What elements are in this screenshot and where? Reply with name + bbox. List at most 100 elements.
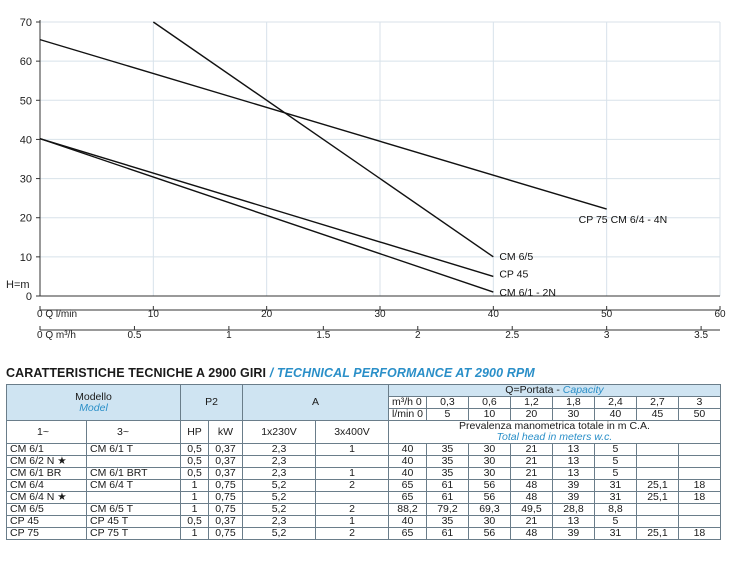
series-label: CM 6/5: [499, 251, 533, 263]
head-value: 61: [425, 479, 469, 492]
model-3phase: CP 45 T: [86, 515, 181, 528]
header-p2: P2: [180, 384, 243, 421]
head-value: 30: [467, 467, 511, 480]
head-value: 13: [551, 455, 595, 468]
model-label-en: Model: [79, 401, 108, 414]
model-3phase: [86, 491, 181, 504]
head-value: 5: [593, 443, 637, 456]
head-value: 31: [593, 479, 637, 492]
head-value: 48: [509, 491, 553, 504]
amp-3phase: 2: [315, 479, 389, 492]
x-tick-label-m3h: 0.5: [127, 330, 141, 341]
model-1phase: CP 75: [6, 527, 87, 540]
head-value: 5: [593, 515, 637, 528]
x-tick-label-m3h: 2: [415, 330, 421, 341]
x-tick-label-lmin: 40: [488, 309, 500, 320]
head-value: 40: [388, 443, 427, 456]
header-head-en: Total head in meters w.c.: [388, 432, 721, 444]
head-value: 35: [425, 443, 469, 456]
head-value: [677, 443, 721, 456]
m3h-unit-label: m³/h: [392, 396, 413, 408]
head-value: 39: [551, 527, 595, 540]
header-phase-3: 3~: [86, 420, 181, 444]
title-english: TECHNICAL PERFORMANCE AT 2900 RPM: [276, 366, 535, 380]
y-axis-label: H=m: [6, 279, 30, 291]
kw-value: 0,75: [208, 491, 243, 504]
x-axis-m3h-label: 0 Q m³/h: [37, 330, 76, 341]
head-value: [635, 503, 679, 516]
head-value: 13: [551, 467, 595, 480]
head-value: 18: [677, 491, 721, 504]
model-3phase: CM 6/5 T: [86, 503, 181, 516]
header-ampere: A: [242, 384, 389, 421]
head-value: 25,1: [635, 479, 679, 492]
head-value: 56: [467, 479, 511, 492]
header-v3: 3x400V: [315, 420, 389, 444]
amp-1phase: 5,2: [242, 527, 316, 540]
hp-value: 1: [180, 527, 209, 540]
hp-value: 0,5: [180, 467, 209, 480]
lmin-unit-label: l/min: [392, 408, 415, 420]
head-value: 30: [467, 443, 511, 456]
model-1phase: CM 6/4: [6, 479, 87, 492]
header-capacity: Q=Portata - Capacity: [388, 384, 721, 397]
head-value: 25,1: [635, 527, 679, 540]
x-axis-lmin-label: 0 Q l/min: [37, 309, 77, 320]
head-value: 21: [509, 455, 553, 468]
head-value: 21: [509, 515, 553, 528]
kw-value: 0,37: [208, 455, 243, 468]
head-value: 65: [388, 491, 427, 504]
series-line: [39, 137, 494, 278]
amp-3phase: [315, 491, 389, 504]
head-value: 28,8: [551, 503, 595, 516]
hp-value: 0,5: [180, 455, 209, 468]
hp-value: 1: [180, 503, 209, 516]
chart-axes: [36, 20, 721, 331]
title-separator: /: [266, 366, 277, 380]
model-3phase: [86, 455, 181, 468]
series-label: CP 45: [499, 268, 528, 280]
table-row: CM 6/2 N ★ 0,5 0,37 2,3 40 35 30 21 13 5: [6, 455, 721, 468]
lmin-value: 50: [677, 408, 721, 421]
chart-series: [39, 21, 607, 293]
head-value: 61: [425, 491, 469, 504]
hp-value: 0,5: [180, 515, 209, 528]
head-value: [635, 515, 679, 528]
amp-1phase: 5,2: [242, 503, 316, 516]
model-1phase: CM 6/1: [6, 443, 87, 456]
model-1phase: CM 6/1 BR: [6, 467, 87, 480]
lmin-value: 40: [593, 408, 637, 421]
kw-value: 0,37: [208, 443, 243, 456]
x-tick-label-lmin: 60: [714, 309, 726, 320]
head-value: 31: [593, 527, 637, 540]
model-1phase: CM 6/2 N ★: [6, 455, 87, 468]
model-3phase: CM 6/4 T: [86, 479, 181, 492]
amp-3phase: 1: [315, 443, 389, 456]
m3h-value: 3: [677, 396, 721, 409]
y-tick-label: 50: [20, 95, 32, 107]
kw-value: 0,37: [208, 515, 243, 528]
head-value: 39: [551, 479, 595, 492]
x-tick-label-m3h: 1.5: [316, 330, 330, 341]
head-value: 40: [388, 467, 427, 480]
head-value: [635, 467, 679, 480]
amp-1phase: 5,2: [242, 491, 316, 504]
table-row: CP 45 CP 45 T 0,5 0,37 2,3 1 40 35 30 21 13 5: [6, 515, 721, 528]
head-value: [677, 467, 721, 480]
m3h-value: 1,2: [509, 396, 553, 409]
capacity-label-it: Q=Portata -: [505, 384, 563, 396]
lmin-value: 30: [551, 408, 595, 421]
head-value: 48: [509, 527, 553, 540]
head-value: 8,8: [593, 503, 637, 516]
header-head-it: Prevalenza manometrica totale in m C.A.: [388, 420, 721, 432]
kw-value: 0,75: [208, 527, 243, 540]
head-value: 79,2: [425, 503, 469, 516]
header-model: Modello Model: [6, 384, 181, 421]
head-value: [635, 443, 679, 456]
table-row: CM 6/5 CM 6/5 T 1 0,75 5,2 2 88,2 79,2 69,3 49,5 2…: [6, 503, 721, 516]
model-1phase: CM 6/4 N ★: [6, 491, 87, 504]
performance-table: Modello Model P2 A Q=Portata - Capacity m…: [6, 384, 721, 540]
performance-chart: 0 10 20 30 40 50 60 70 10 20 30 40 50 60 0 Q l/min 0.5 1…: [6, 17, 726, 341]
head-value: 69,3: [467, 503, 511, 516]
head-value: 65: [388, 527, 427, 540]
